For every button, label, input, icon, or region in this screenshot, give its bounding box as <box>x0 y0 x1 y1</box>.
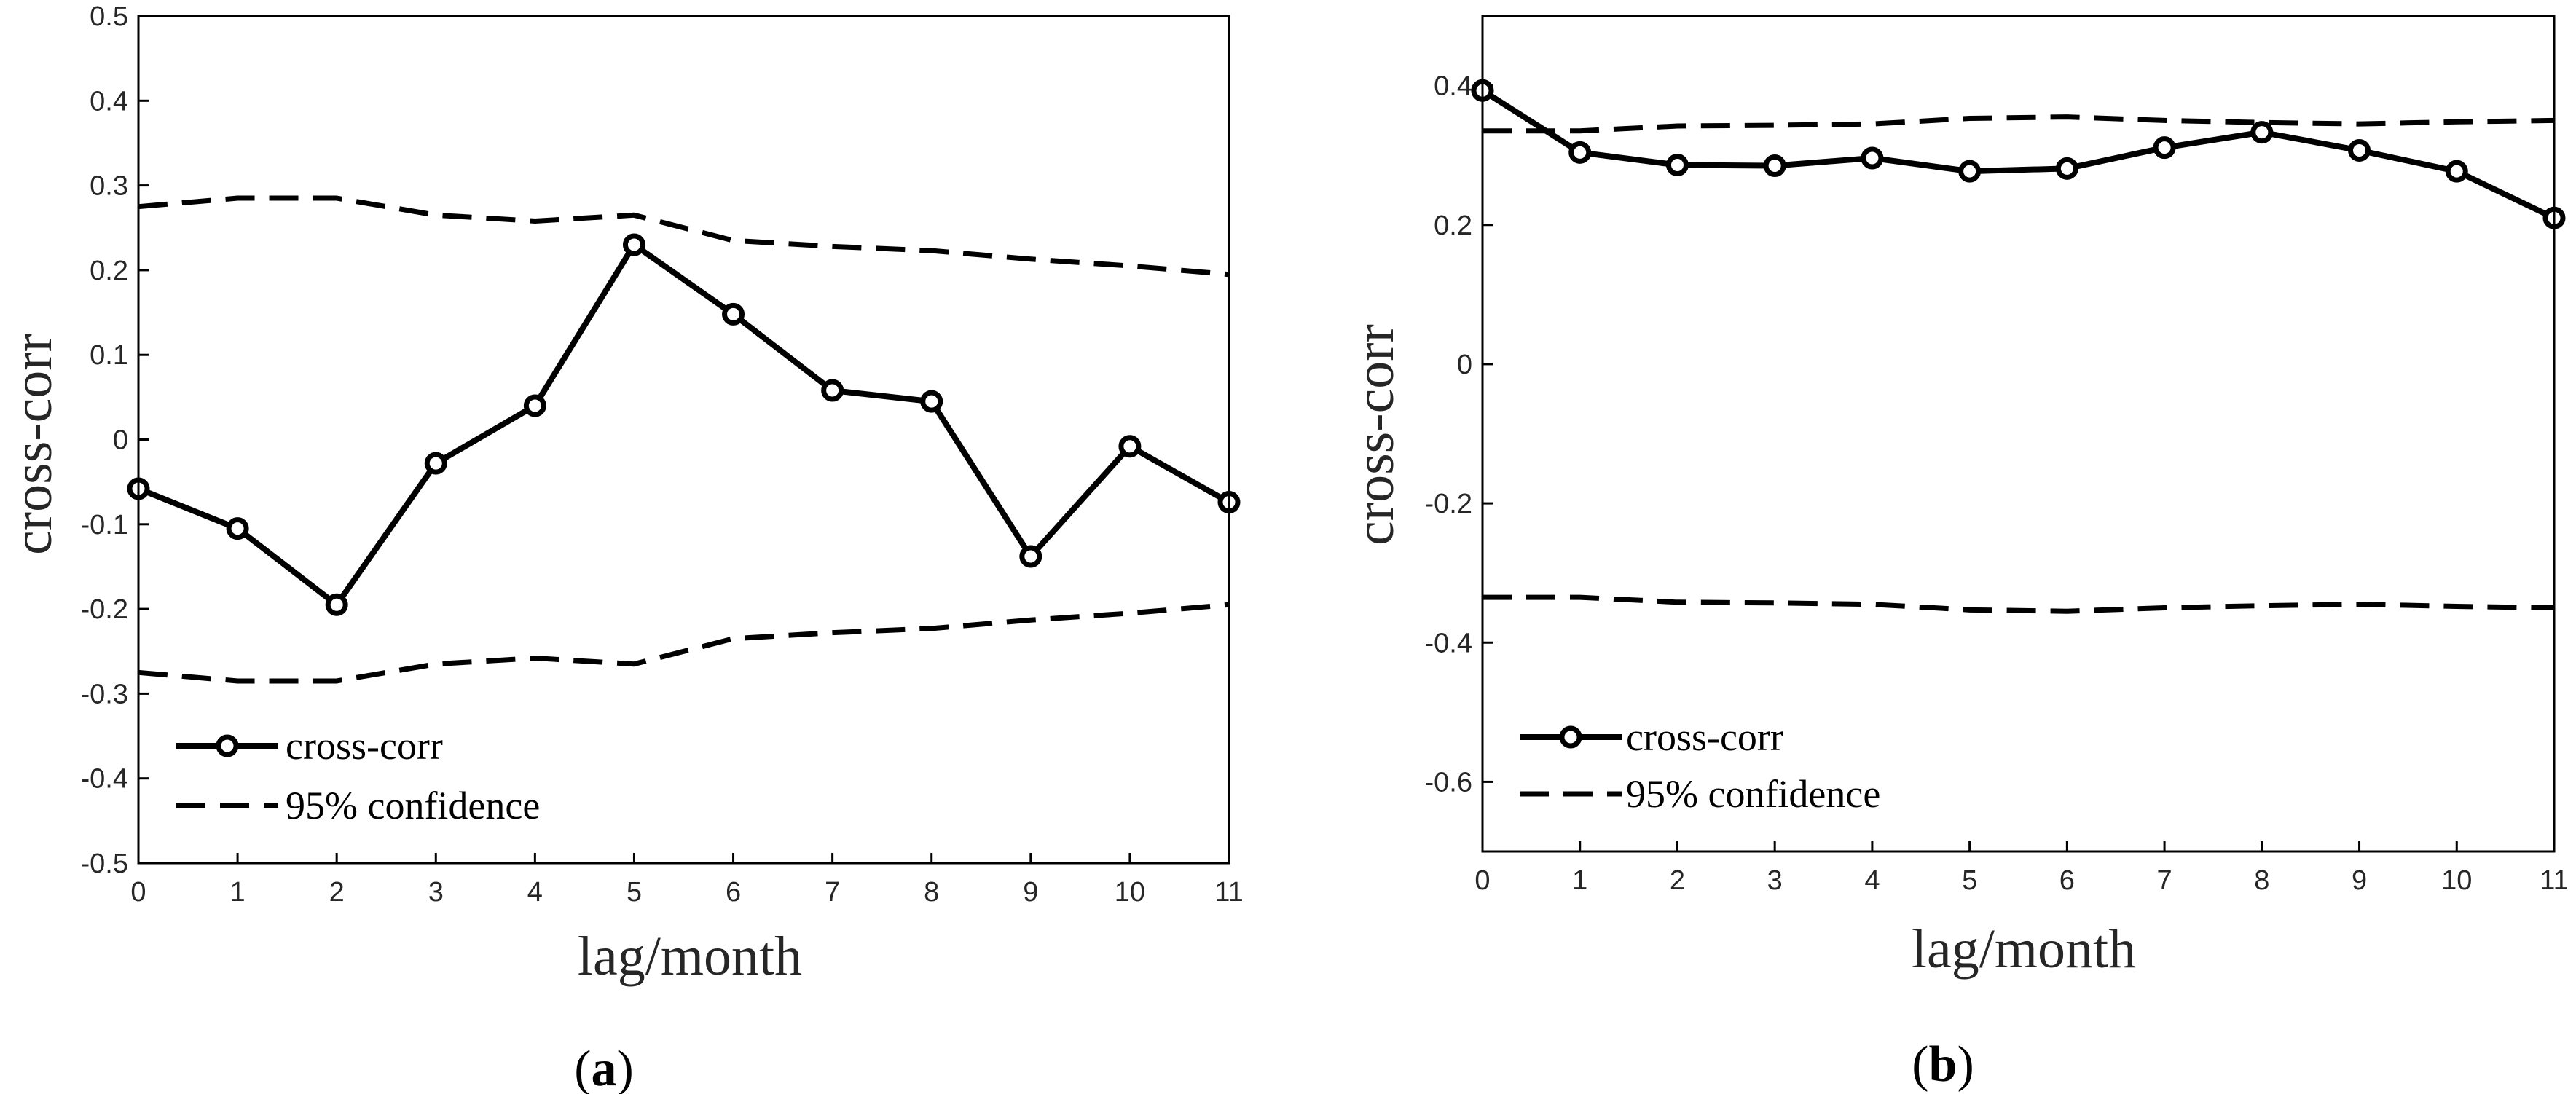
x-tick-label-a-7: 7 <box>825 877 840 908</box>
legend-a: cross-corr 95% confidence <box>176 724 540 827</box>
y-tick-label-b-0: 0.4 <box>1434 71 1472 102</box>
legend-b-crosscorr-label: cross-corr <box>1626 715 1783 759</box>
x-tick-label-a-6: 6 <box>726 877 741 908</box>
x-tick-label-b-0: 0 <box>1474 865 1490 896</box>
y-tick-label-a-6: -0.1 <box>81 510 128 540</box>
data-point-b-3 <box>1763 154 1786 178</box>
y-axis-label-b: cross-corr <box>1344 324 1405 546</box>
y-tick-label-a-7: -0.2 <box>81 594 128 625</box>
x-tick-label-a-11: 11 <box>1214 877 1243 908</box>
legend-b: cross-corr 95% confidence <box>1520 715 1880 816</box>
y-tick-label-b-4: -0.4 <box>1425 628 1472 658</box>
y-tick-label-a-0: 0.5 <box>90 1 128 32</box>
x-tick-label-a-8: 8 <box>924 877 939 908</box>
data-point-a-1 <box>226 517 249 540</box>
data-point-a-9 <box>1019 545 1042 568</box>
legend-a-crosscorr-label: cross-corr <box>286 724 443 768</box>
data-point-b-7 <box>2153 136 2176 160</box>
x-tick-label-b-7: 7 <box>2157 865 2172 896</box>
plot-frame-a <box>137 15 1230 865</box>
panel-label-b: (b) <box>1912 1036 1974 1093</box>
data-point-a-2 <box>325 593 348 616</box>
y-ticks-a: 0.5 0.4 0.3 0.2 0.1 0 -0.1 -0.2 -0.3 -0.4 -0.5 <box>81 1 149 879</box>
y-tick-label-a-5: 0 <box>113 425 128 456</box>
x-tick-label-b-5: 5 <box>1962 865 1977 896</box>
y-ticks-b: 0.4 0.2 0 -0.2 -0.4 -0.6 <box>1425 71 1493 798</box>
data-point-a-5 <box>622 233 645 256</box>
chart-b: 0 1 2 3 4 5 6 7 8 9 10 11 0.4 0.2 0 -0.2 -0.4 -0.6 lag/m… <box>1344 15 2569 1093</box>
x-tick-label-a-2: 2 <box>329 877 345 908</box>
y-tick-label-a-2: 0.3 <box>90 171 128 202</box>
series-a <box>127 195 1241 684</box>
y-tick-label-b-2: 0 <box>1457 350 1472 380</box>
series-line-a-2 <box>138 602 1230 684</box>
x-axis-label-a: lag/month <box>578 926 802 987</box>
panel-letter-a: a <box>592 1041 617 1094</box>
x-tick-label-b-2: 2 <box>1670 865 1685 896</box>
data-point-b-1 <box>1568 141 1592 164</box>
x-tick-label-a-9: 9 <box>1023 877 1038 908</box>
x-tick-label-a-0: 0 <box>130 877 146 908</box>
series-line-b-2 <box>1483 594 2555 614</box>
y-tick-label-b-3: -0.2 <box>1425 489 1472 519</box>
data-point-b-9 <box>2348 138 2371 162</box>
legend-b-confidence-label: 95% confidence <box>1626 772 1880 816</box>
x-axis-label-b: lag/month <box>1912 918 2136 980</box>
data-point-a-6 <box>722 302 745 326</box>
series-line-a-1 <box>138 195 1230 278</box>
x-tick-label-b-8: 8 <box>2254 865 2269 896</box>
data-point-a-7 <box>821 379 844 402</box>
series-line-a-0 <box>137 242 1230 608</box>
panel-label-a: (a) <box>574 1041 634 1094</box>
series-b <box>1471 79 2566 614</box>
x-tick-label-a-5: 5 <box>627 877 642 908</box>
y-tick-label-a-10: -0.5 <box>81 849 128 879</box>
y-tick-label-a-9: -0.4 <box>81 764 128 795</box>
data-point-a-4 <box>523 394 546 417</box>
x-tick-label-a-10: 10 <box>1115 877 1145 908</box>
x-ticks-a: 0 1 2 3 4 5 6 7 8 9 10 11 <box>130 853 1244 908</box>
y-tick-label-b-1: 0.2 <box>1434 210 1472 241</box>
y-tick-label-b-5: -0.6 <box>1425 767 1472 798</box>
x-tick-label-b-1: 1 <box>1572 865 1587 896</box>
x-tick-label-a-1: 1 <box>230 877 246 908</box>
x-tick-label-b-10: 10 <box>2441 865 2472 896</box>
panel-letter-b: b <box>1929 1036 1957 1093</box>
chart-a: 0 1 2 3 4 5 6 7 8 9 10 11 0.5 0.4 0.3 0.2 0.1 0 -0.1 -0.2 -… <box>2 1 1244 1094</box>
x-ticks-b: 0 1 2 3 4 5 6 7 8 9 10 11 <box>1474 841 2569 896</box>
y-tick-label-a-4: 0.1 <box>90 340 128 371</box>
series-line-b-0 <box>1480 87 2556 221</box>
x-tick-label-b-11: 11 <box>2540 865 2568 896</box>
data-point-b-5 <box>1958 160 1982 183</box>
x-tick-label-b-3: 3 <box>1767 865 1783 896</box>
data-point-a-8 <box>920 390 943 413</box>
x-tick-label-a-3: 3 <box>428 877 444 908</box>
y-axis-label-a: cross-corr <box>2 334 63 555</box>
legend-b-crosscorr-marker <box>1559 725 1582 749</box>
x-tick-label-b-4: 4 <box>1864 865 1880 896</box>
y-tick-label-a-3: 0.2 <box>90 256 128 286</box>
x-tick-label-a-4: 4 <box>527 877 543 908</box>
data-point-b-6 <box>2055 157 2078 180</box>
x-tick-label-b-6: 6 <box>2059 865 2075 896</box>
plot-frame-b <box>1481 15 2556 853</box>
data-point-b-8 <box>2250 121 2274 144</box>
legend-a-crosscorr-marker <box>216 734 239 757</box>
data-point-b-10 <box>2445 160 2468 183</box>
legend-a-confidence-label: 95% confidence <box>286 784 540 827</box>
data-point-a-3 <box>424 452 447 475</box>
series-line-b-1 <box>1483 114 2555 134</box>
data-point-b-2 <box>1665 154 1689 177</box>
y-tick-label-a-8: -0.3 <box>81 679 128 709</box>
y-tick-label-a-1: 0.4 <box>90 86 128 117</box>
data-point-a-10 <box>1118 435 1142 458</box>
data-point-b-4 <box>1861 146 1884 170</box>
x-tick-label-b-9: 9 <box>2352 865 2367 896</box>
